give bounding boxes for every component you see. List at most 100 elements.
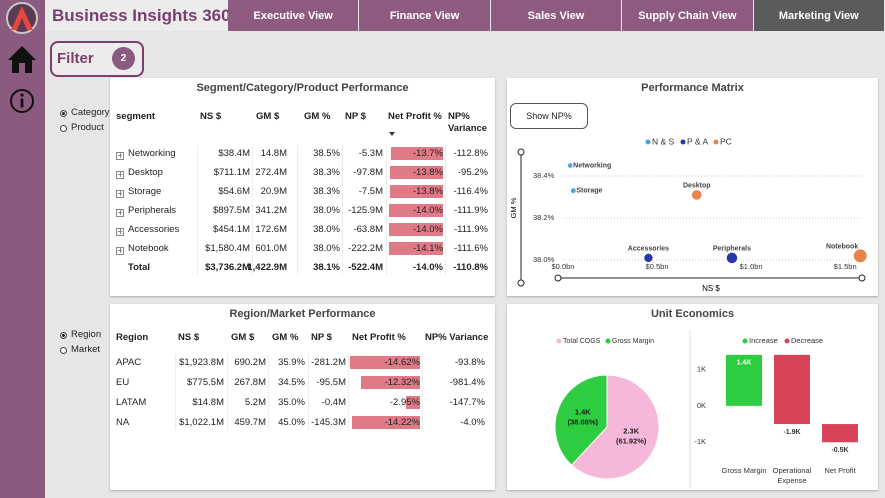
x-tick-label: $0.5bn <box>646 262 669 271</box>
radio-label: Category <box>71 107 110 118</box>
legend-label: Increase <box>749 336 778 345</box>
cell: -13.8% <box>412 167 443 178</box>
y-tick-label: 38.2% <box>533 213 555 222</box>
axis-slider[interactable] <box>517 148 866 287</box>
legend-swatch <box>605 338 611 344</box>
home-icon[interactable] <box>8 46 36 73</box>
column-separator <box>227 354 228 430</box>
expand-icon[interactable] <box>116 228 124 236</box>
slice-percent: (38.08%) <box>568 417 599 426</box>
cell: -63.8M <box>353 224 383 235</box>
cell: -281.2M <box>311 357 346 368</box>
cell: -14.1% <box>412 243 443 254</box>
cell: -147.7% <box>449 397 485 408</box>
column-header: GM $ <box>256 111 280 122</box>
title-bar <box>45 0 228 31</box>
cell: -522.4M <box>348 262 383 273</box>
expand-plus <box>120 153 121 158</box>
data-bar <box>351 416 420 429</box>
expand-icon[interactable] <box>116 152 124 160</box>
cell: -14.0% <box>412 205 443 216</box>
cell: -4.0% <box>460 417 485 428</box>
panel-title: Unit Economics <box>650 308 735 320</box>
data-point <box>567 163 573 168</box>
radio[interactable] <box>60 110 67 117</box>
data-bar <box>389 242 443 255</box>
column-separator <box>308 354 309 430</box>
cell: $897.5M <box>213 205 250 216</box>
column-header: NS $ <box>200 111 222 122</box>
nav-tab[interactable] <box>753 0 884 31</box>
logo <box>6 2 38 34</box>
radio[interactable] <box>60 332 67 339</box>
data-bar <box>390 185 443 198</box>
x-tick-label: $1.5bn <box>834 262 857 271</box>
sort-arrow <box>389 132 395 136</box>
cell: 38.1% <box>313 262 340 273</box>
panel-title: Performance Matrix <box>641 82 744 94</box>
radio[interactable] <box>60 125 67 132</box>
cell: -111.9% <box>454 224 488 235</box>
column-header: NP% Variance <box>448 111 488 134</box>
nav-tab-label: Supply Chain View <box>638 10 737 22</box>
column-separator <box>252 145 253 275</box>
legend-label: Gross Margin <box>612 338 654 345</box>
cell: -111.6% <box>454 243 488 254</box>
y-tick-label: -1K <box>694 437 706 446</box>
column-header: GM % <box>304 111 331 122</box>
cell: 267.8M <box>234 377 266 388</box>
nav-tab[interactable] <box>622 0 753 31</box>
expand-icon[interactable] <box>116 209 124 217</box>
row-label: Networking <box>128 148 176 159</box>
sidebar <box>0 0 45 498</box>
y-tick-label: 38.0% <box>533 255 555 264</box>
show-np-button[interactable] <box>510 103 588 129</box>
legend-swatch <box>645 139 651 145</box>
slice-amount: 1.4K <box>575 407 591 416</box>
nav-tab[interactable] <box>228 0 359 31</box>
cell: 690.2M <box>234 357 266 368</box>
cell: 459.7M <box>234 417 266 428</box>
point-label: Networking <box>573 162 611 169</box>
y-axis-label: GM % <box>509 197 518 218</box>
legend-label: N & S <box>652 136 675 146</box>
expand-plus <box>120 248 121 253</box>
data-bar <box>361 376 420 389</box>
x-tick-label: $1.0bn <box>740 262 763 271</box>
filter-badge <box>112 47 135 70</box>
legend-swatch <box>742 338 748 344</box>
cell: 1,422.9M <box>247 262 287 273</box>
radio[interactable] <box>60 347 67 354</box>
legend-label: Total COGS <box>563 338 601 345</box>
legend-swatch <box>713 139 719 145</box>
cell: 38.3% <box>313 186 340 197</box>
data-point <box>726 252 738 264</box>
column-separator <box>268 354 269 430</box>
column-header: GM $ <box>231 332 255 343</box>
x-tick-label: Net Profit <box>824 466 856 475</box>
cell: 172.6M <box>255 224 287 235</box>
column-header: NP% Variance <box>425 332 489 343</box>
nav-tab[interactable] <box>490 0 622 31</box>
info-icon[interactable] <box>10 89 34 113</box>
nav-tab-label: Marketing View <box>778 10 859 22</box>
cell: $1,923.8M <box>179 357 224 368</box>
cell: -7.5M <box>358 186 383 197</box>
value-label: 1.4K <box>737 360 752 367</box>
radio-label: Market <box>71 344 101 355</box>
cell: -97.8M <box>353 167 383 178</box>
expand-icon[interactable] <box>116 247 124 255</box>
row-label: LATAM <box>116 397 147 408</box>
slice-amount: 2.3K <box>623 426 639 435</box>
expand-icon[interactable] <box>116 190 124 198</box>
cell: $3,736.2M <box>205 262 250 273</box>
cell: 35.0% <box>278 397 305 408</box>
nav-tab[interactable] <box>359 0 490 31</box>
cell: -13.7% <box>412 148 443 159</box>
expand-icon[interactable] <box>116 171 124 179</box>
cell: $54.6M <box>218 186 250 197</box>
cell: $454.1M <box>213 224 250 235</box>
expand-plus <box>120 210 121 215</box>
column-separator <box>197 145 198 275</box>
cell: -5.3M <box>358 148 383 159</box>
